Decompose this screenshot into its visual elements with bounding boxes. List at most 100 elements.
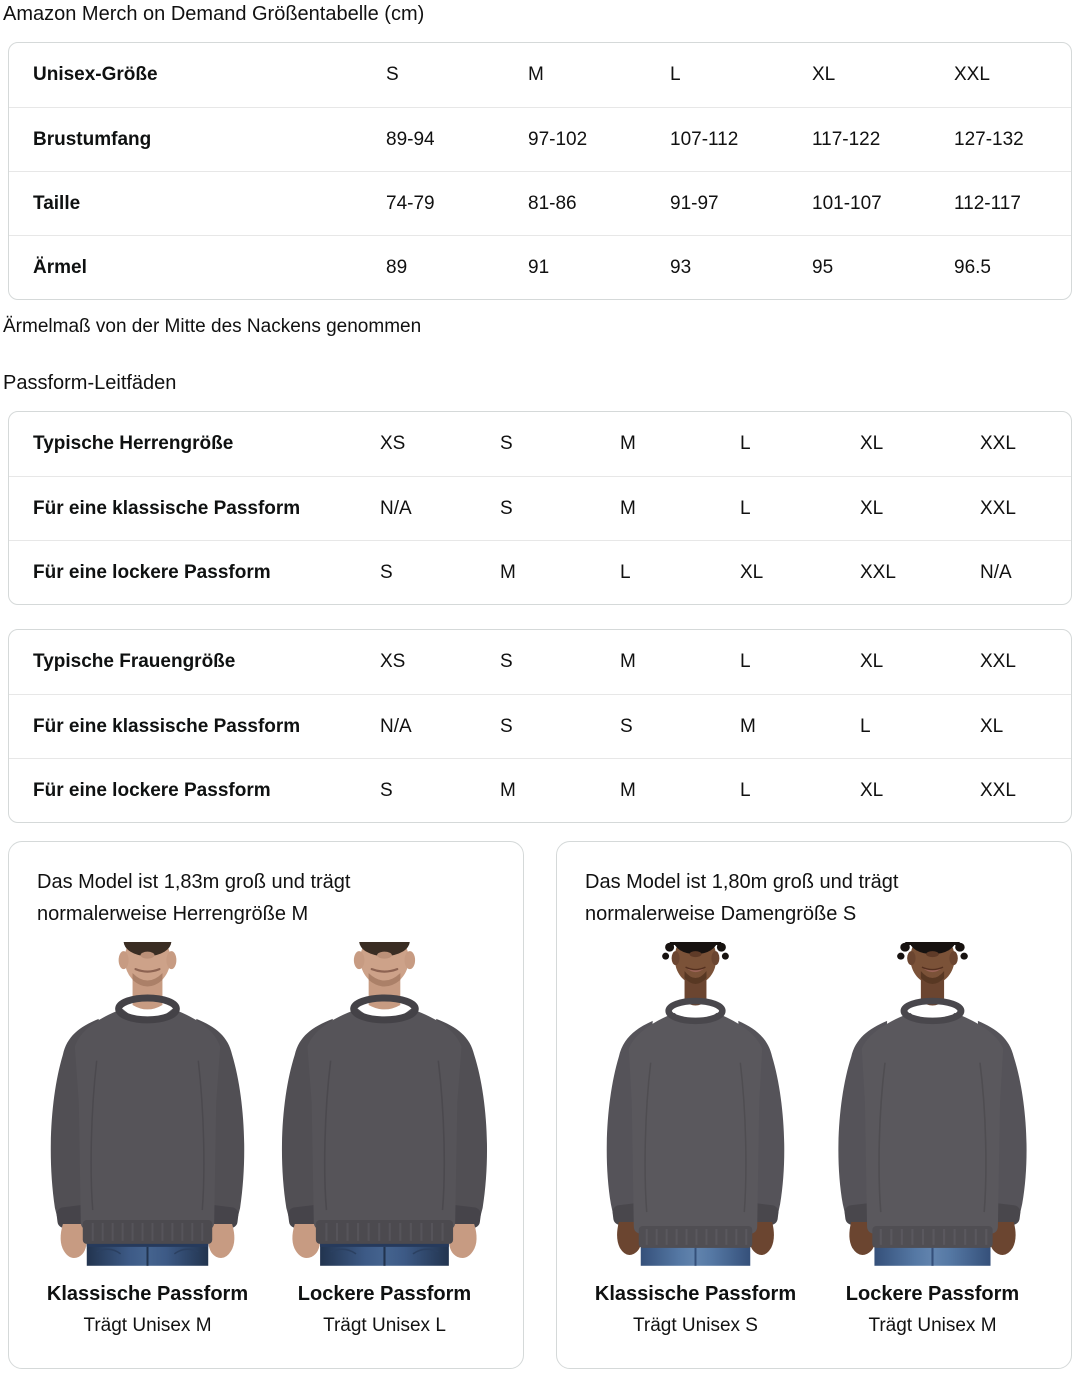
fit-table-row: Für eine klassische Passform N/A S M L X… xyxy=(9,476,1071,540)
size-cell: XXL xyxy=(860,561,896,583)
size-cell: 97-102 xyxy=(528,128,588,150)
model-photos xyxy=(29,942,503,1267)
row-label: Für eine lockere Passform xyxy=(33,779,271,801)
size-cell: XXL xyxy=(980,433,1016,454)
unisex-size-table: Unisex-Größe S M L XL XXL Brustumfang 89… xyxy=(8,42,1072,300)
model-description: Das Model ist 1,80m groß und trägt norma… xyxy=(585,871,899,925)
size-cell: L xyxy=(670,64,681,85)
size-cell: XL xyxy=(860,433,884,454)
fit-table-row: Für eine lockere Passform S M L XL XXL N… xyxy=(9,540,1071,604)
model-photos xyxy=(577,942,1051,1267)
size-cell: XL xyxy=(740,561,764,583)
size-table-row-chest: Brustumfang 89-94 97-102 107-112 117-122… xyxy=(9,107,1071,171)
size-cell: N/A xyxy=(980,561,1012,583)
caption-classic-fit: Klassische Passform Trägt Unisex S xyxy=(595,1283,796,1337)
size-cell: 91 xyxy=(528,256,550,278)
size-cell: 96.5 xyxy=(954,256,991,278)
fit-name: Lockere Passform xyxy=(845,1283,1020,1305)
size-table-header-row: Unisex-Größe S M L XL XXL xyxy=(9,43,1071,107)
fit-table-row: Typische Herrengröße XS S M L XL XXL xyxy=(9,412,1071,476)
fit-table-row: Für eine klassische Passform N/A S S M L… xyxy=(9,694,1071,758)
row-label: Typische Frauengröße xyxy=(33,651,236,672)
photo-captions: Klassische Passform Trägt Unisex S Locke… xyxy=(577,1267,1051,1337)
size-cell: S xyxy=(500,497,513,519)
caption-loose-fit: Lockere Passform Trägt Unisex M xyxy=(846,1283,1019,1337)
size-cell: M xyxy=(620,433,636,454)
size-cell: 74-79 xyxy=(386,192,435,214)
size-cell: XXL xyxy=(980,497,1016,519)
model-description: Das Model ist 1,83m groß und trägt norma… xyxy=(37,871,351,925)
size-cell: S xyxy=(620,715,633,737)
size-cell: 127-132 xyxy=(954,128,1024,150)
size-cell: 91-97 xyxy=(670,192,719,214)
male-model-photo-loose-fit xyxy=(272,942,497,1267)
female-model-photo-classic-fit xyxy=(583,942,808,1267)
fit-table-row: Typische Frauengröße XS S M L XL XXL xyxy=(9,630,1071,694)
size-cell: XL xyxy=(860,651,884,672)
row-label: Typische Herrengröße xyxy=(33,433,234,454)
size-cell: 101-107 xyxy=(812,192,882,214)
size-cell: XS xyxy=(380,651,406,672)
size-cell: XL xyxy=(980,715,1004,737)
worn-size: Trägt Unisex S xyxy=(633,1315,758,1336)
sleeve-measure-note: Ärmelmaß von der Mitte des Nackens genom… xyxy=(3,316,422,337)
size-cell: S xyxy=(380,561,393,583)
size-cell: XS xyxy=(380,433,406,454)
womens-fit-table: Typische Frauengröße XS S M L XL XXL Für… xyxy=(8,629,1072,823)
worn-size: Trägt Unisex L xyxy=(323,1315,446,1336)
size-cell: XL xyxy=(860,497,884,519)
size-cell: XXL xyxy=(980,779,1016,801)
fit-guides-heading: Passform-Leitfäden xyxy=(3,372,177,394)
size-cell: M xyxy=(620,779,636,801)
row-label: Ärmel xyxy=(33,256,87,278)
fit-name: Klassische Passform xyxy=(594,1283,797,1305)
size-cell: XXL xyxy=(980,651,1016,672)
size-cell: M xyxy=(500,779,516,801)
row-label: Unisex-Größe xyxy=(33,64,158,85)
size-cell: 117-122 xyxy=(812,128,881,150)
mens-fit-table: Typische Herrengröße XS S M L XL XXL Für… xyxy=(8,411,1072,605)
size-cell: L xyxy=(740,779,751,801)
size-cell: L xyxy=(740,651,751,672)
worn-size: Trägt Unisex M xyxy=(868,1315,997,1336)
mens-model-card: Das Model ist 1,83m groß und trägt norma… xyxy=(8,841,524,1369)
row-label: Taille xyxy=(33,192,81,214)
caption-classic-fit: Klassische Passform Trägt Unisex M xyxy=(47,1283,248,1337)
male-model-photo-classic-fit xyxy=(35,942,260,1267)
worn-size: Trägt Unisex M xyxy=(83,1315,212,1336)
size-cell: M xyxy=(620,651,636,672)
page-title: Amazon Merch on Demand Größentabelle (cm… xyxy=(3,3,425,25)
size-cell: L xyxy=(740,497,751,519)
photo-captions: Klassische Passform Trägt Unisex M Locke… xyxy=(29,1267,503,1337)
size-cell: M xyxy=(500,561,516,583)
size-cell: S xyxy=(500,433,513,454)
womens-model-card: Das Model ist 1,80m groß und trägt norma… xyxy=(556,841,1072,1369)
size-table-row-sleeve: Ärmel 89 91 93 95 96.5 xyxy=(9,235,1071,299)
size-cell: S xyxy=(500,715,513,737)
female-model-photo-loose-fit xyxy=(820,942,1045,1267)
size-cell: S xyxy=(500,651,513,672)
size-table-row-waist: Taille 74-79 81-86 91-97 101-107 112-117 xyxy=(9,171,1071,235)
size-cell: M xyxy=(740,715,756,737)
row-label: Für eine klassische Passform xyxy=(33,715,301,737)
fit-table-row: Für eine lockere Passform S M M L XL XXL xyxy=(9,758,1071,822)
size-cell: L xyxy=(740,433,751,454)
size-cell: M xyxy=(620,497,636,519)
size-cell: 89 xyxy=(386,256,408,278)
size-cell: S xyxy=(386,64,399,85)
size-cell: S xyxy=(380,779,393,801)
row-label: Für eine klassische Passform xyxy=(33,497,301,519)
size-cell: 112-117 xyxy=(954,192,1021,214)
fit-name: Klassische Passform xyxy=(46,1283,249,1305)
size-cell: L xyxy=(620,561,631,583)
size-cell: XXL xyxy=(954,64,990,85)
size-cell: 95 xyxy=(812,256,834,278)
size-cell: N/A xyxy=(380,497,412,519)
fit-name: Lockere Passform xyxy=(297,1283,472,1305)
size-cell: 93 xyxy=(670,256,692,278)
size-cell: 81-86 xyxy=(528,192,577,214)
size-cell: XL xyxy=(860,779,884,801)
row-label: Für eine lockere Passform xyxy=(33,561,271,583)
row-label: Brustumfang xyxy=(33,128,152,150)
size-cell: 107-112 xyxy=(670,128,739,150)
